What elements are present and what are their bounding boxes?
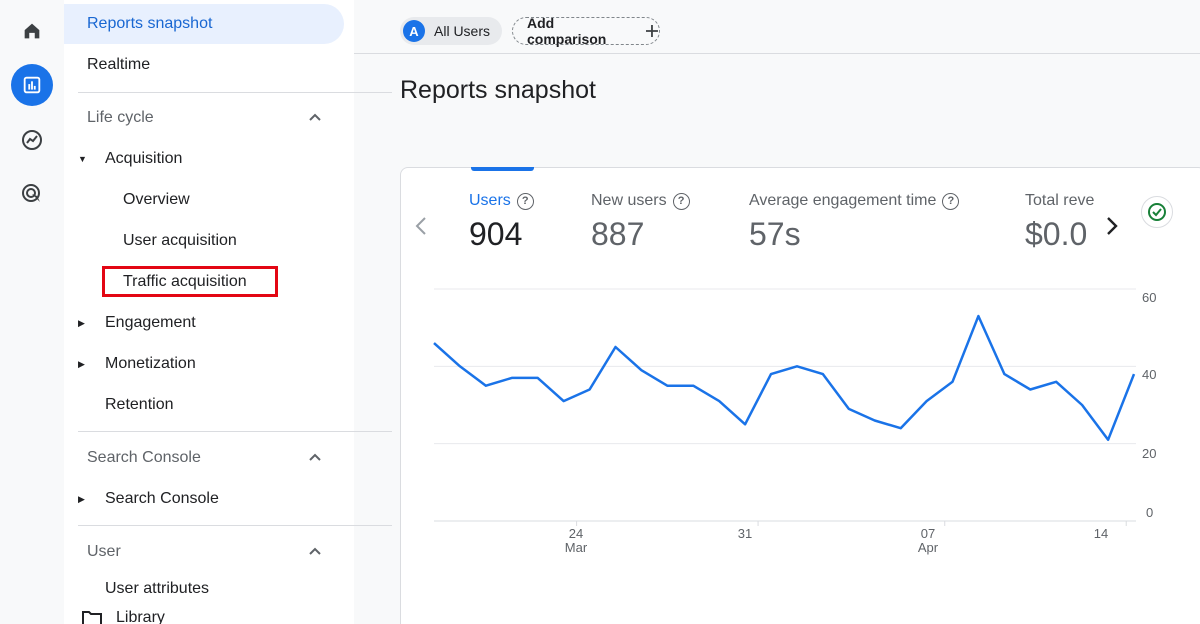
users-series-line (433, 314, 1136, 442)
nav-reports-snapshot[interactable]: Reports snapshot (64, 4, 344, 44)
y-tick-label: 0 (1146, 505, 1154, 520)
x-tick-day: 31 (737, 526, 753, 541)
folder-icon (82, 611, 102, 624)
reports-icon[interactable] (11, 64, 53, 106)
advertising-icon[interactable] (11, 173, 53, 215)
x-tick-month: Mar (564, 540, 588, 555)
chevron-up-icon (309, 453, 321, 461)
divider (78, 431, 392, 432)
chevron-up-icon (309, 113, 321, 121)
x-tick-month: Apr (917, 540, 939, 555)
caret-right-icon: ▶ (78, 494, 85, 504)
nav-engagement-label: Engagement (105, 314, 196, 331)
caret-down-icon: ▼ (78, 154, 87, 164)
section-lifecycle-label: Life cycle (87, 109, 154, 126)
help-icon[interactable]: ? (672, 192, 690, 210)
metric-new-users-label: New users (591, 192, 667, 209)
home-icon[interactable] (11, 10, 53, 52)
metric-total-revenue-label: Total reve (1025, 192, 1095, 209)
chevron-left-icon[interactable] (414, 216, 428, 236)
metric-new-users[interactable]: New users? 887 (591, 192, 690, 253)
segment-avatar: A (403, 20, 425, 42)
overview-card: Users? 904 New users? 887 Average engage… (400, 167, 1200, 624)
section-search-console-label: Search Console (87, 449, 201, 466)
nav-realtime[interactable]: Realtime (87, 56, 151, 73)
nav-monetization[interactable]: ▶ Monetization (64, 344, 344, 384)
nav-library-label: Library (116, 609, 165, 624)
section-user[interactable]: User (64, 532, 344, 572)
nav-user-acquisition[interactable]: User acquisition (123, 232, 237, 249)
caret-right-icon: ▶ (78, 359, 85, 369)
x-tick-label: 24 Mar (561, 527, 591, 555)
users-line-chart (433, 288, 1136, 526)
nav-acquisition[interactable]: ▼ Acquisition (64, 139, 344, 179)
x-tick-day: 14 (1093, 526, 1109, 541)
metric-avg-engagement-label: Average engagement time (749, 192, 937, 209)
divider (78, 525, 392, 526)
icon-rail (0, 0, 64, 624)
metric-avg-engagement[interactable]: Average engagement time? 57s (749, 192, 960, 253)
metric-avg-engagement-value: 57s (749, 216, 801, 252)
all-users-chip[interactable]: A All Users (400, 17, 502, 45)
selected-tab-indicator (471, 167, 534, 171)
y-tick-label: 40 (1142, 367, 1157, 382)
nav-search-console-label: Search Console (105, 490, 219, 507)
add-comparison-label: Add comparison (527, 15, 607, 47)
y-tick-label: 60 (1142, 290, 1157, 305)
page-title: Reports snapshot (400, 76, 596, 104)
nav-traffic-acquisition[interactable]: Traffic acquisition (123, 273, 247, 290)
section-user-label: User (87, 543, 121, 560)
nav-monetization-label: Monetization (105, 355, 196, 372)
chevron-right-icon[interactable] (1105, 216, 1119, 236)
add-comparison-button[interactable]: Add comparison (512, 15, 660, 47)
x-tick-day: 24 (568, 526, 584, 541)
help-icon[interactable]: ? (942, 192, 960, 210)
highlight-box (102, 266, 278, 297)
divider (78, 92, 392, 93)
x-tick-label: 07 Apr (913, 527, 943, 555)
chevron-up-icon (309, 547, 321, 555)
help-icon[interactable]: ? (516, 192, 534, 210)
x-tick-day: 07 (920, 526, 936, 541)
section-lifecycle[interactable]: Life cycle (64, 98, 344, 138)
nav-acquisition-label: Acquisition (105, 150, 183, 167)
metric-users-value: 904 (469, 216, 523, 252)
caret-right-icon: ▶ (78, 318, 85, 328)
plus-icon (646, 25, 659, 37)
y-tick-label: 20 (1142, 446, 1157, 461)
x-tick-label: 14 (1086, 527, 1116, 541)
nav-retention[interactable]: Retention (105, 396, 174, 413)
metric-users-label: Users (469, 192, 511, 209)
reports-nav: Reports snapshot Realtime Life cycle ▼ A… (64, 0, 392, 624)
nav-library[interactable]: Library (64, 598, 344, 624)
nav-engagement[interactable]: ▶ Engagement (64, 303, 344, 343)
nav-user-attributes[interactable]: User attributes (64, 573, 344, 595)
section-search-console[interactable]: Search Console (64, 438, 344, 478)
top-bar: A All Users Add comparison (354, 0, 1200, 54)
explore-icon[interactable] (11, 119, 53, 161)
x-tick-label: 31 (730, 527, 760, 541)
metric-users[interactable]: Users? 904 (469, 192, 534, 253)
nav-overview[interactable]: Overview (123, 191, 190, 208)
metric-new-users-value: 887 (591, 216, 645, 252)
metric-total-revenue-value: $0.0 (1025, 216, 1088, 252)
nav-user-attributes-label: User attributes (105, 580, 210, 595)
metric-total-revenue[interactable]: Total reve $0.0 (1025, 192, 1095, 253)
nav-search-console[interactable]: ▶ Search Console (64, 479, 344, 519)
data-quality-check-icon[interactable] (1141, 196, 1173, 228)
all-users-label: All Users (434, 23, 491, 39)
